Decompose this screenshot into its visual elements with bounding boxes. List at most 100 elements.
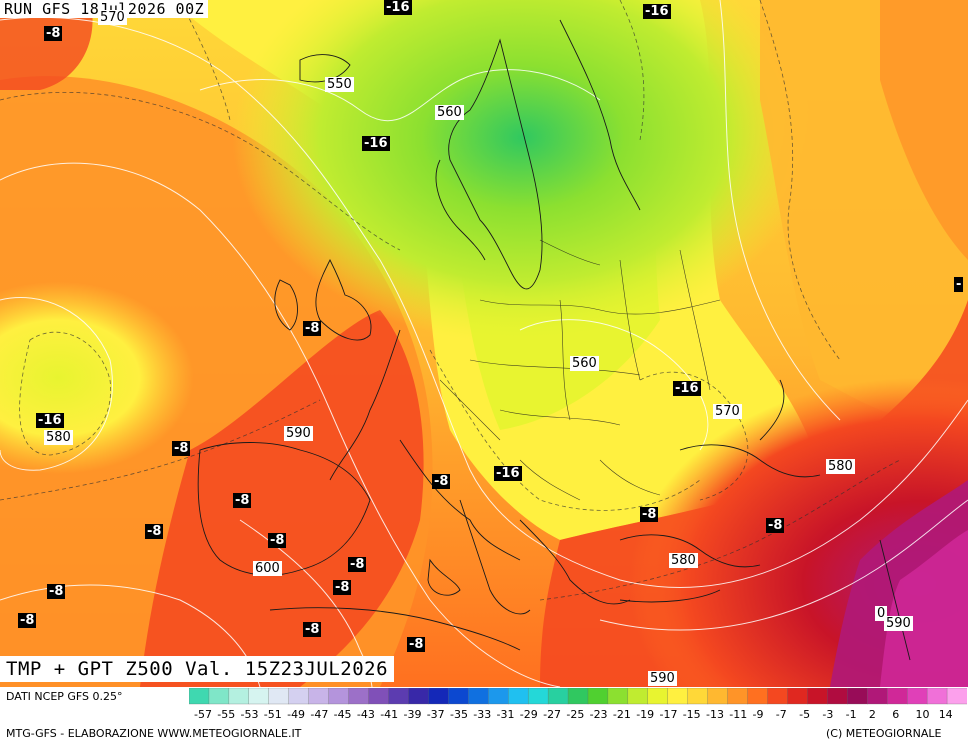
gpt-label: 580 [826, 459, 855, 474]
legend-value: 6 [892, 708, 900, 721]
legend-swatch [547, 688, 569, 705]
legend-swatch [248, 688, 270, 705]
temp-label: -8 [303, 622, 322, 637]
legend-swatch [388, 688, 409, 705]
temp-label: -8 [172, 441, 191, 456]
legend-swatch [268, 688, 290, 705]
temp-label: -16 [384, 0, 412, 15]
legend-value: -31 [496, 708, 515, 721]
copyright-text: (C) METEOGIORNALE [826, 727, 942, 740]
legend-swatch [328, 688, 350, 705]
temp-label: -16 [362, 136, 390, 151]
color-legend [189, 688, 967, 705]
temp-label: -8 [348, 557, 367, 572]
legend-swatch [787, 688, 808, 705]
legend-swatch [368, 688, 389, 705]
legend-swatch [867, 688, 888, 705]
map-title: TMP + GPT Z500 Val. 15Z23JUL2026 [0, 656, 395, 682]
gpt-label: 600 [253, 561, 282, 576]
gpt-label: 590 [884, 616, 913, 631]
legend-swatch [488, 688, 509, 705]
legend-value: 2 [868, 708, 876, 721]
legend-value: -39 [403, 708, 422, 721]
temp-label: -8 [640, 507, 659, 522]
legend-value: -19 [636, 708, 655, 721]
legend-value: -25 [566, 708, 585, 721]
legend-swatch [747, 688, 768, 705]
gpt-label: 580 [669, 553, 698, 568]
legend-swatch [288, 688, 310, 705]
gpt-label: 590 [648, 671, 677, 686]
legend-value: -57 [194, 708, 212, 721]
legend-swatch [408, 688, 429, 705]
gpt-label: 570 [98, 10, 127, 25]
legend-swatch [428, 688, 449, 705]
legend-swatch [647, 688, 669, 705]
gpt-label: 580 [44, 430, 73, 445]
legend-swatch [448, 688, 469, 705]
legend-swatch [508, 688, 529, 705]
legend-value: -27 [543, 708, 562, 721]
temp-label: -16 [36, 413, 64, 428]
legend-value: -5 [799, 708, 811, 721]
legend-swatch [807, 688, 828, 705]
legend-value: -51 [263, 708, 282, 721]
legend-value: -11 [729, 708, 748, 721]
data-source: DATI NCEP GFS 0.25° [6, 690, 123, 703]
temp-label: -8 [44, 26, 63, 41]
legend-swatch [587, 688, 609, 705]
legend-value: -3 [822, 708, 834, 721]
legend-swatch [767, 688, 788, 705]
temp-label: -16 [494, 466, 522, 481]
temp-label: -8 [145, 524, 164, 539]
legend-value: -1 [845, 708, 857, 721]
gpt-label: 590 [284, 426, 313, 441]
legend-value: -23 [589, 708, 608, 721]
temp-label: -8 [407, 637, 426, 652]
legend-swatch [687, 688, 709, 705]
legend-value: -17 [659, 708, 678, 721]
legend-value: -7 [775, 708, 787, 721]
legend-value: -33 [473, 708, 492, 721]
weather-map: RUN GFS 18Jul2026 00Z TMP + GPT Z500 Val… [0, 0, 968, 687]
legend-swatch [527, 688, 549, 705]
legend-value: -45 [333, 708, 352, 721]
legend-swatch [946, 688, 967, 705]
gpt-label: 0 [875, 606, 888, 621]
legend-value: -53 [240, 708, 259, 721]
credit-text: MTG-GFS - ELABORAZIONE WWW.METEOGIORNALE… [6, 727, 302, 740]
temp-label: -16 [643, 4, 671, 19]
temp-label: -8 [333, 580, 352, 595]
legend-value: -43 [356, 708, 375, 721]
legend-swatch [707, 688, 729, 705]
legend-value: -35 [450, 708, 468, 721]
legend-swatch [468, 688, 489, 705]
legend-swatch [567, 688, 589, 705]
legend-value: -37 [426, 708, 445, 721]
temp-label: -8 [766, 518, 785, 533]
run-label: RUN GFS 18Jul2026 00Z [0, 0, 209, 18]
legend-swatch [627, 688, 649, 705]
legend-value: 14 [938, 708, 953, 721]
legend-value: 10 [915, 708, 930, 721]
legend-swatch [907, 688, 928, 705]
temp-label: -8 [268, 533, 287, 548]
legend-value: -15 [682, 708, 701, 721]
gpt-label: 560 [570, 356, 599, 371]
legend-value: -29 [519, 708, 538, 721]
legend-swatch [189, 688, 210, 705]
legend-swatch [926, 688, 948, 705]
legend-swatch [308, 688, 330, 705]
temp-label: -8 [47, 584, 66, 599]
legend-swatch [827, 688, 848, 705]
temp-label: -8 [303, 321, 322, 336]
gpt-label: 550 [325, 77, 354, 92]
gpt-label: 570 [713, 404, 742, 419]
legend-swatch [228, 688, 250, 705]
legend-swatch [727, 688, 749, 705]
legend-swatch [208, 688, 230, 705]
legend-value: -47 [310, 708, 329, 721]
legend-swatch [667, 688, 689, 705]
legend-value: -41 [380, 708, 399, 721]
temp-label: -16 [673, 381, 701, 396]
